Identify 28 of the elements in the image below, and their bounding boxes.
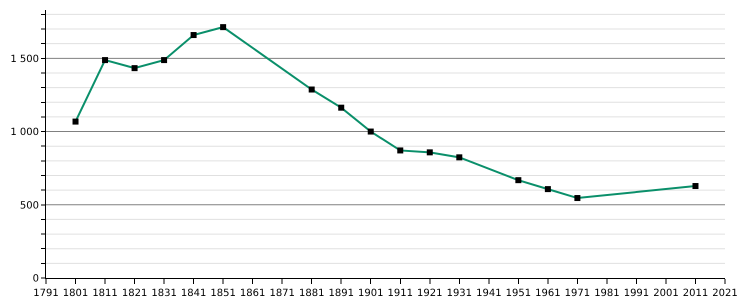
x-tick-label: 1951: [506, 288, 532, 299]
x-tick-label: 1981: [594, 288, 620, 299]
x-tick-label: 1881: [298, 288, 324, 299]
x-tick-label: 1891: [328, 288, 354, 299]
x-tick-label: 1901: [358, 288, 384, 299]
x-tick-label: 1971: [564, 288, 590, 299]
x-tick-label: 1911: [388, 288, 413, 299]
x-tick-label: 1821: [122, 288, 148, 299]
x-tick-label: 1811: [92, 288, 118, 299]
x-tick-label: 1851: [210, 288, 236, 299]
x-tick-label: 1931: [446, 288, 472, 299]
y-tick-label: 1 000: [10, 127, 39, 138]
x-tick-label: 1841: [180, 288, 206, 299]
x-tick-label: 1801: [62, 288, 88, 299]
x-tick-label: 2001: [653, 288, 679, 299]
x-tick-label: 2021: [712, 288, 738, 299]
x-tick-label: 1791: [33, 288, 59, 299]
x-tick-label: 2011: [682, 288, 708, 299]
x-tick-label: 1961: [535, 288, 561, 299]
x-tick-label: 1991: [624, 288, 650, 299]
y-tick-label: 1 500: [10, 54, 39, 65]
x-tick-label: 1861: [240, 288, 266, 299]
x-tick-label: 1831: [151, 288, 177, 299]
y-tick-label: 0: [32, 274, 39, 284]
x-tick-label: 1941: [476, 288, 502, 299]
x-tick-label: 1921: [417, 288, 443, 299]
x-tick-label: 1871: [269, 288, 295, 299]
y-tick-label: 500: [20, 200, 39, 212]
